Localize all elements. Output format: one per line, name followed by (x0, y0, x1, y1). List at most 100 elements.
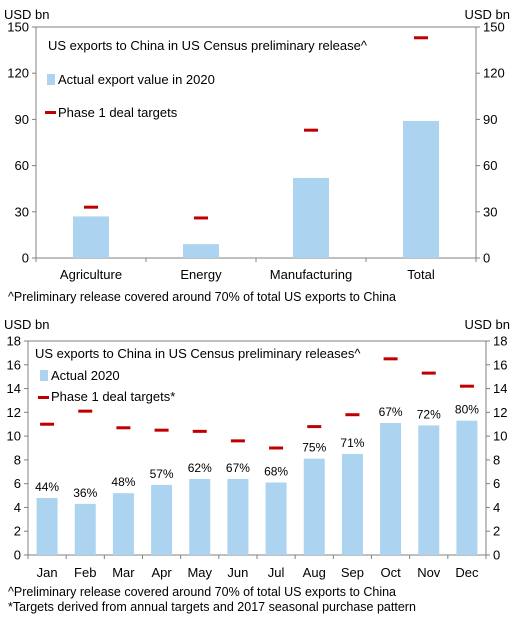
target-marker-0 (84, 205, 98, 209)
bar-8 (341, 453, 363, 555)
category-label-3: Total (407, 267, 435, 282)
bar-label-2: 48% (111, 475, 135, 489)
category-label-0: Jan (37, 565, 58, 580)
ytick-label-left-5: 150 (7, 20, 29, 35)
target-marker-0 (40, 422, 55, 426)
ytick-label-left-2: 60 (15, 158, 29, 173)
chart-2-legend-bar-swatch (40, 370, 48, 381)
ytick-label-left-3: 90 (15, 112, 29, 127)
bar-label-4: 62% (188, 461, 212, 475)
category-label-1: Energy (180, 267, 222, 282)
target-marker-1 (78, 409, 93, 413)
bar-label-6: 68% (264, 464, 288, 478)
bar-label-7: 75% (302, 441, 326, 455)
target-marker-10 (421, 371, 436, 375)
target-marker-9 (383, 357, 398, 361)
target-marker-4 (192, 429, 207, 433)
ytick-label-right-6: 12 (493, 405, 507, 420)
category-label-7: Aug (303, 565, 326, 580)
ytick-label-right-5: 150 (483, 20, 505, 35)
bar-0 (36, 497, 58, 555)
category-label-8: Sep (341, 565, 364, 580)
chart-2: USD bn USD bn 0 0 2 2 4 4 6 6 8 8 10 10 12 12 14 14 16 16… (4, 317, 510, 614)
ytick-label-left-2: 4 (14, 500, 21, 515)
ytick-label-left-5: 10 (7, 429, 21, 444)
ytick-label-left-6: 12 (7, 405, 21, 420)
bar-label-9: 67% (379, 405, 403, 419)
chart-1-legend-target-swatch (45, 111, 56, 114)
chart-1-legend-bar-swatch (47, 74, 55, 85)
bar-3 (403, 120, 439, 258)
chart-2-footnote-1: ^Preliminary release covered around 70% … (8, 585, 396, 599)
chart-2-title: US exports to China in US Census prelimi… (35, 346, 361, 361)
category-label-2: Mar (112, 565, 135, 580)
category-label-11: Dec (455, 565, 479, 580)
ytick-label-right-2: 60 (483, 158, 497, 173)
chart-2-plot: 0 0 2 2 4 4 6 6 8 8 10 10 12 12 14 14 16 16 18 18 Jan 44% Feb 3… (7, 334, 508, 581)
ytick-label-left-9: 18 (7, 334, 21, 349)
ytick-label-left-8: 16 (7, 357, 21, 372)
bar-9 (380, 423, 402, 555)
chart-2-legend-target-swatch (38, 396, 49, 399)
ytick-label-right-9: 18 (493, 334, 507, 349)
category-label-5: Jun (227, 565, 248, 580)
ytick-label-right-1: 2 (493, 524, 500, 539)
chart-1: USD bn USD bn 0 0 30 30 60 60 90 90 120 120 150 150… (4, 7, 510, 304)
chart-1-ylabel-left: USD bn (4, 7, 50, 22)
ytick-label-left-7: 14 (7, 381, 21, 396)
category-label-6: Jul (268, 565, 285, 580)
bar-label-3: 57% (150, 467, 174, 481)
ytick-label-right-0: 0 (483, 251, 490, 266)
target-marker-3 (414, 36, 428, 40)
ytick-label-right-3: 6 (493, 476, 500, 491)
chart-2-legend-bar-label: Actual 2020 (51, 368, 120, 383)
ytick-label-left-4: 8 (14, 452, 21, 467)
chart-2-legend-target-label: Phase 1 deal targets* (51, 389, 175, 404)
bar-5 (227, 478, 249, 555)
target-marker-2 (304, 128, 318, 132)
chart-2-ylabel-right: USD bn (464, 317, 510, 332)
ytick-label-right-8: 16 (493, 357, 507, 372)
bar-10 (418, 425, 440, 555)
ytick-label-right-1: 30 (483, 204, 497, 219)
bar-2 (293, 177, 329, 258)
chart-1-ylabel-right: USD bn (464, 7, 510, 22)
bar-0 (73, 216, 109, 258)
target-marker-2 (116, 426, 131, 430)
category-label-1: Feb (74, 565, 96, 580)
ytick-label-left-0: 0 (14, 548, 21, 563)
target-marker-7 (307, 425, 322, 429)
bar-label-10: 72% (417, 407, 441, 421)
chart-1-legend-bar-label: Actual export value in 2020 (58, 72, 215, 87)
category-label-3: Apr (151, 565, 172, 580)
chart-1-plot: 0 0 30 30 60 60 90 90 120 120 150 150 Agriculture Ene… (7, 20, 504, 283)
ytick-label-left-3: 6 (14, 476, 21, 491)
chart-2-footnote-2: *Targets derived from annual targets and… (8, 600, 416, 614)
target-marker-1 (194, 216, 208, 220)
chart-1-footnote-1: ^Preliminary release covered around 70% … (8, 290, 396, 304)
chart-2-ylabel-left: USD bn (4, 317, 50, 332)
bar-label-5: 67% (226, 461, 250, 475)
category-label-2: Manufacturing (270, 267, 352, 282)
ytick-label-right-4: 120 (483, 66, 505, 81)
bar-1 (183, 244, 219, 258)
bar-label-8: 71% (340, 436, 364, 450)
chart-1-title: US exports to China in US Census prelimi… (48, 38, 368, 53)
category-label-10: Nov (417, 565, 441, 580)
ytick-label-left-0: 0 (22, 251, 29, 266)
bar-4 (189, 478, 211, 555)
ytick-label-left-1: 30 (15, 204, 29, 219)
target-marker-8 (345, 413, 360, 417)
bar-label-1: 36% (73, 486, 97, 500)
ytick-label-right-4: 8 (493, 452, 500, 467)
target-marker-5 (230, 439, 245, 443)
ytick-label-right-3: 90 (483, 112, 497, 127)
ytick-label-left-4: 120 (7, 66, 29, 81)
ytick-label-right-0: 0 (493, 548, 500, 563)
bar-7 (303, 458, 325, 555)
ytick-label-right-2: 4 (493, 500, 500, 515)
ytick-label-left-1: 2 (14, 524, 21, 539)
chart-1-legend-target-label: Phase 1 deal targets (58, 105, 178, 120)
category-label-0: Agriculture (60, 267, 122, 282)
